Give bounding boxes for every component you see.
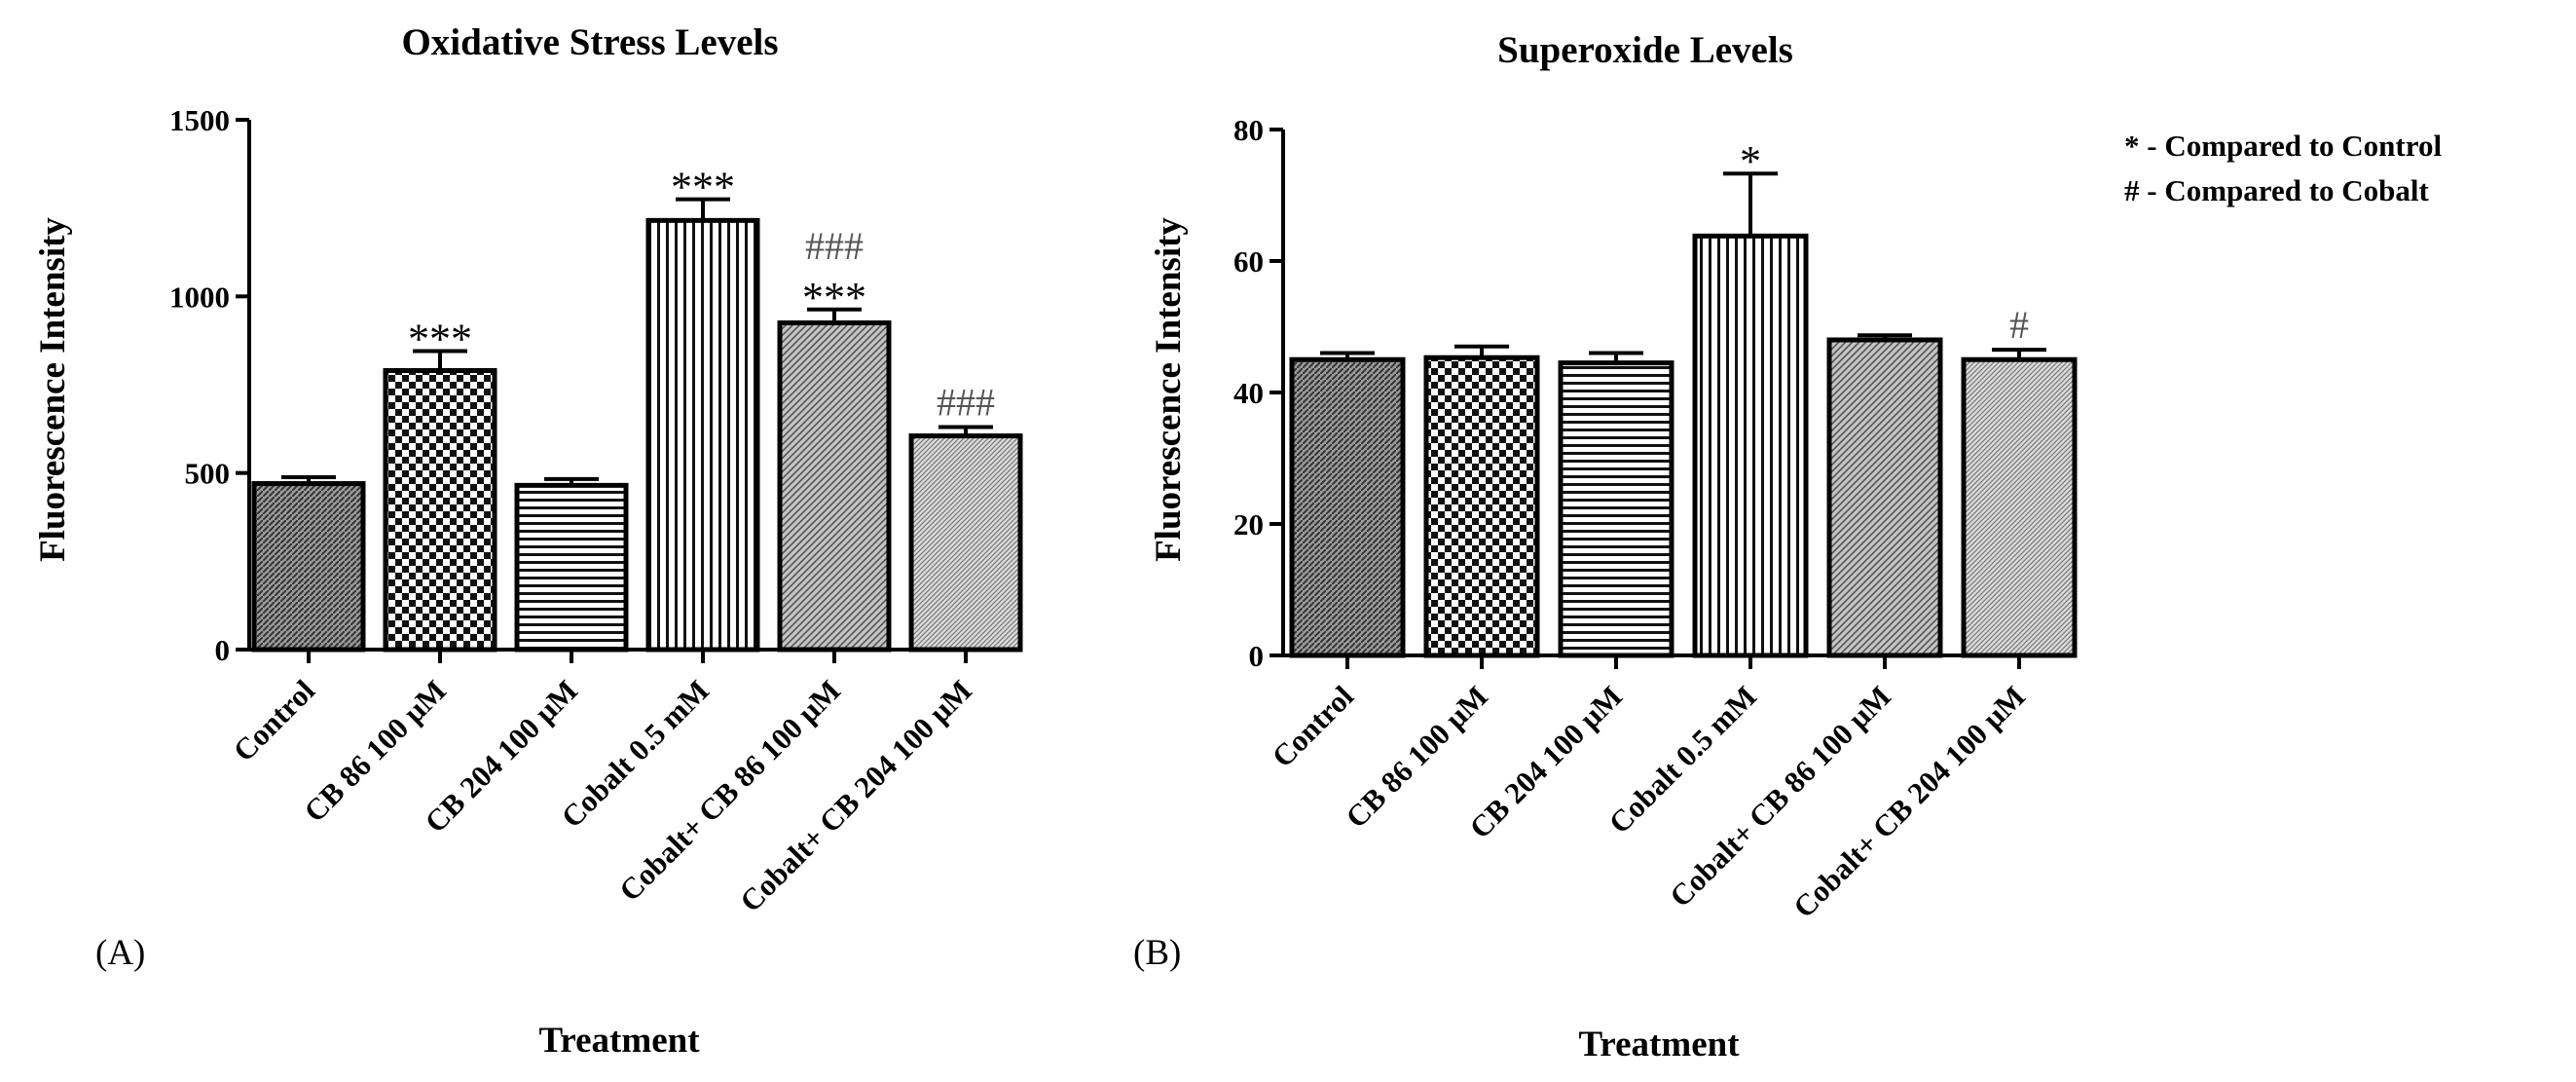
- chart-b-bar: [1826, 337, 1943, 658]
- chart-b-bar: [1558, 360, 1674, 658]
- chart-a-significance-control: ***: [802, 274, 866, 321]
- chart-b-bar: [1289, 356, 1406, 658]
- chart-b-y-tick-label: 60: [1233, 244, 1264, 279]
- chart-a-y-tick-label: 500: [185, 457, 231, 491]
- chart-b-x-tick-label: Cobalt+ CB 204 100 μM: [1786, 679, 2032, 924]
- chart-b-x-axis-label: Treatment: [1578, 1025, 1740, 1064]
- significance-legend: * - Compared to Control # - Compared to …: [2124, 129, 2442, 207]
- chart-a-bar: [383, 367, 497, 653]
- chart-b-significance-control: *: [1740, 137, 1761, 185]
- legend-entry-control: * - Compared to Control: [2124, 129, 2442, 163]
- chart-b-y-tick-label: 20: [1233, 507, 1264, 541]
- chart-b-panel-label: (B): [1133, 933, 1181, 973]
- chart-a-x-tick-label: Cobalt+ CB 204 100 μM: [733, 673, 978, 918]
- chart-b-bar: [1692, 233, 1809, 658]
- chart-b-y-axis-label: Fluorescence Intensity: [1149, 217, 1189, 562]
- chart-b-bar: [1961, 356, 2078, 658]
- chart-b-y-tick-label: 0: [1249, 639, 1265, 673]
- panel-b: Superoxide Levels Fluorescence Intensity…: [1133, 29, 2078, 1064]
- chart-b-x-tick-label: CB 86 100 μM: [1339, 679, 1494, 835]
- chart-a-bar: [777, 320, 892, 653]
- chart-a-panel-label: (A): [95, 933, 145, 973]
- chart-a-significance-cobalt: ###: [937, 381, 995, 425]
- chart-a-y-axis-label: Fluorescence Intensity: [33, 217, 73, 562]
- chart-b-y-tick-label: 80: [1233, 113, 1264, 147]
- chart-b-x-tick-label: Cobalt+ CB 86 100 μM: [1663, 679, 1897, 914]
- chart-a-bar: [645, 217, 760, 653]
- chart-a-x-axis-label: Treatment: [538, 1021, 700, 1061]
- chart-b-title: Superoxide Levels: [1497, 29, 1793, 71]
- chart-a-x-tick-label: Cobalt+ CB 86 100 μM: [612, 673, 847, 908]
- chart-b-x-tick-label: Control: [1266, 679, 1361, 774]
- chart-a-title: Oxidative Stress Levels: [401, 21, 778, 63]
- legend-entry-cobalt: # - Compared to Cobalt: [2124, 173, 2430, 207]
- chart-a-y-tick-label: 1500: [169, 103, 230, 137]
- chart-b-y-tick-label: 40: [1233, 376, 1264, 410]
- chart-a-x-tick-label: Control: [227, 673, 322, 768]
- chart-a-y-tick-label: 0: [215, 633, 231, 667]
- chart-a-bar: [908, 433, 1023, 653]
- chart-a-bar: [251, 481, 366, 653]
- chart-b-significance-cobalt: #: [2009, 303, 2029, 347]
- chart-a-y-tick-label: 1000: [169, 280, 230, 314]
- chart-a-significance-control: ***: [671, 164, 735, 211]
- panel-a: Oxidative Stress Levels Fluorescence Int…: [33, 21, 1023, 1061]
- chart-b-bar: [1423, 354, 1540, 658]
- chart-a-bar: [514, 482, 629, 653]
- chart-a-significance-control: ***: [408, 316, 472, 363]
- chart-a-significance-cobalt: ###: [805, 224, 864, 268]
